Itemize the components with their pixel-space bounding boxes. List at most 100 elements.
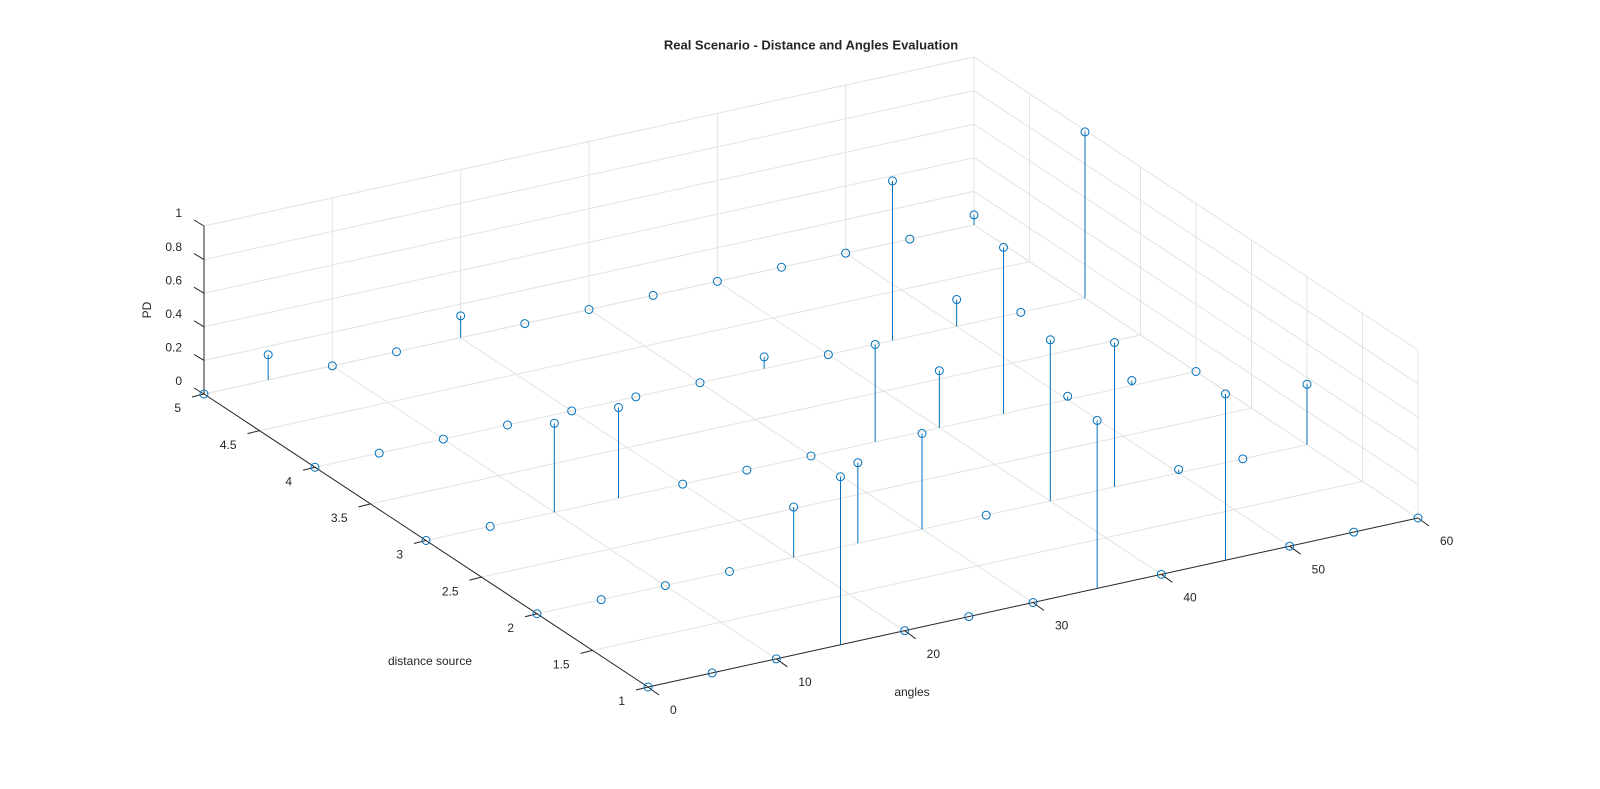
stem-marker xyxy=(1063,391,1073,401)
stem-marker xyxy=(934,366,944,376)
y-tick-label: 2 xyxy=(507,621,514,635)
stem-marker xyxy=(900,626,910,636)
z-tick-label: 0.8 xyxy=(165,240,182,254)
stem-marker xyxy=(695,378,705,388)
stem-marker xyxy=(678,479,688,489)
grid-line xyxy=(973,224,1419,519)
z-tick-label: 0.6 xyxy=(165,273,182,287)
stem-marker xyxy=(969,210,979,220)
stem-marker xyxy=(917,428,927,438)
x-axis-label: angles xyxy=(894,685,929,699)
stem-marker xyxy=(707,668,717,678)
stem-marker xyxy=(806,451,816,461)
grid-line xyxy=(259,261,1030,432)
z-tick xyxy=(193,320,205,328)
x-tick xyxy=(1417,517,1430,527)
grid-line xyxy=(203,157,975,328)
y-tick xyxy=(191,393,205,398)
stem-marker xyxy=(1413,513,1423,523)
grid-line xyxy=(592,480,1363,651)
y-tick-label: 5 xyxy=(174,401,181,415)
stem-marker xyxy=(1191,367,1201,376)
stem-marker xyxy=(549,418,559,428)
z-tick-label: 0.4 xyxy=(165,307,182,321)
stem-marker xyxy=(952,295,962,305)
x-tick xyxy=(1161,573,1173,583)
stem-marker xyxy=(742,465,752,475)
y-tick xyxy=(580,649,593,654)
grid-line xyxy=(314,297,1086,468)
stem-marker xyxy=(374,448,384,458)
grid-line xyxy=(973,56,1419,351)
y-tick-label: 2.5 xyxy=(442,584,459,598)
grid-line xyxy=(973,123,1419,418)
stem-marker xyxy=(1110,338,1119,348)
stem-marker xyxy=(1127,376,1137,386)
grid-line xyxy=(203,224,975,395)
stem-marker xyxy=(777,262,786,272)
grid-line xyxy=(973,190,1419,485)
y-tick xyxy=(302,466,316,471)
grid-line xyxy=(203,190,975,361)
stem-marker xyxy=(1285,541,1295,551)
grid-line xyxy=(370,334,1141,505)
stem-marker xyxy=(327,361,337,371)
stem-marker xyxy=(456,311,466,321)
y-tick-label: 4 xyxy=(285,474,292,488)
grid-line xyxy=(973,157,1419,452)
stem-marker xyxy=(964,612,974,622)
x-tick xyxy=(1032,602,1045,611)
stem-marker xyxy=(1302,379,1312,389)
stem-marker xyxy=(1045,335,1055,345)
grid-line xyxy=(203,123,975,294)
stem-marker xyxy=(392,347,401,357)
y-tick xyxy=(524,613,538,618)
z-tick-label: 0 xyxy=(175,374,182,388)
z-tick xyxy=(193,219,205,227)
y-tick-label: 4.5 xyxy=(220,438,237,452)
z-tick xyxy=(193,286,205,294)
stem-marker xyxy=(310,462,320,472)
grid-line xyxy=(203,56,975,227)
x-tick xyxy=(904,630,916,640)
z-tick-label: 0.2 xyxy=(165,341,182,355)
x-tick xyxy=(1289,545,1301,555)
y-tick xyxy=(247,430,260,435)
stem-marker xyxy=(1174,465,1184,475)
y-tick xyxy=(635,686,649,691)
y-axis-label: distance source xyxy=(388,654,472,668)
x-tick-label: 10 xyxy=(798,675,812,689)
stem-marker xyxy=(596,595,606,605)
x-tick-label: 50 xyxy=(1312,562,1326,576)
stem-marker xyxy=(981,510,991,520)
stem-marker xyxy=(1080,127,1090,137)
x-tick-label: 20 xyxy=(927,647,941,661)
stem-marker xyxy=(759,352,769,362)
x-tick-label: 40 xyxy=(1183,591,1197,605)
stem-marker xyxy=(1221,389,1230,399)
stem-marker xyxy=(485,521,495,531)
stem-marker xyxy=(1016,307,1026,317)
y-tick-label: 1 xyxy=(618,694,625,708)
stem-marker xyxy=(614,403,623,413)
stem-marker xyxy=(905,234,915,244)
z-tick xyxy=(193,387,205,395)
stem-marker xyxy=(532,609,542,619)
stem-marker xyxy=(1238,454,1248,464)
x-tick xyxy=(776,658,788,668)
y-tick xyxy=(358,503,371,508)
y-tick-label: 3.5 xyxy=(331,511,348,525)
stem-marker xyxy=(520,319,530,329)
grid-line xyxy=(481,407,1252,578)
stem-marker xyxy=(584,305,594,314)
stem-marker xyxy=(823,350,833,360)
grid-line xyxy=(973,90,1419,385)
stem-marker xyxy=(841,248,851,258)
z-axis-label: PD xyxy=(140,301,154,318)
stem-marker xyxy=(660,581,670,591)
x-tick xyxy=(647,686,660,696)
x-tick-label: 30 xyxy=(1055,619,1069,633)
stem-marker xyxy=(199,389,209,399)
stem-marker xyxy=(853,458,863,468)
